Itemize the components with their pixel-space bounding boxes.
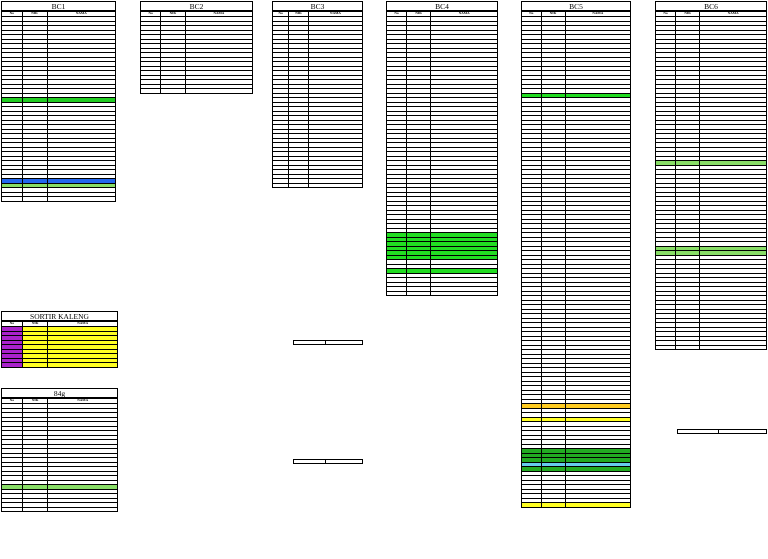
bc6-block: BC6 No NIK NAMA (655, 1, 767, 350)
header-no: No (1, 398, 23, 404)
cell-nik (540, 502, 566, 508)
cell-nama (564, 502, 632, 508)
cell-no (139, 88, 162, 94)
cell-nama (46, 196, 117, 202)
cell-nik (674, 344, 701, 350)
bc2-block: BC2 No NIK NAMA (139, 1, 254, 94)
84g-table: No NIK NAMA (1, 398, 118, 512)
table-row (1, 506, 118, 512)
bc4-block: BC4 No NIK NAMA (386, 1, 498, 296)
cell-nik (21, 362, 49, 368)
header-no: No (139, 11, 162, 17)
bc4-title: BC4 (386, 1, 498, 11)
header-nama: NAMA (430, 11, 498, 17)
cell-nik (160, 88, 186, 94)
empty-cell-bar (677, 429, 767, 434)
header-nik: NIK (674, 11, 701, 17)
cell-nama (699, 344, 767, 350)
bc2-title: BC2 (140, 1, 253, 11)
table-row (521, 502, 632, 508)
cell-nik (21, 196, 48, 202)
table-row (139, 88, 254, 94)
84g-title: 84g (1, 388, 118, 398)
empty-cell-bar (293, 340, 363, 345)
cell-no (521, 502, 542, 508)
header-nama: NAMA (46, 11, 117, 17)
table-row (386, 290, 498, 296)
bc1-block: BC1 No NIK NAMA (1, 1, 117, 202)
cell-nama (47, 506, 118, 512)
cell-no (1, 506, 23, 512)
table-row (1, 362, 118, 368)
header-nama: NAMA (47, 321, 118, 327)
header-nik: NIK (405, 11, 432, 17)
cell-no (271, 182, 290, 188)
header-nama: NAMA (307, 11, 364, 17)
table-row (271, 182, 364, 188)
header-nama: NAMA (699, 11, 767, 17)
table-row (655, 344, 767, 350)
cell-no (386, 290, 407, 296)
cell-nik (405, 290, 432, 296)
header-no: No (1, 321, 23, 327)
sortir-kaleng-title: SORTIR KALENG (1, 311, 118, 321)
bc5-block: BC5 No NIK NAMA (521, 1, 632, 508)
cell-nik (21, 506, 49, 512)
sortir-kaleng-table: No NIK NAMA (1, 321, 118, 368)
bc3-table: No NIK NAMA (271, 11, 364, 188)
cell-nama (430, 290, 498, 296)
bc5-table: No NIK NAMA (521, 11, 632, 508)
header-nama: NAMA (47, 398, 118, 404)
sortir-kaleng-block: SORTIR KALENG No NIK NAMA (1, 311, 118, 368)
cell-no (1, 362, 23, 368)
bc1-title: BC1 (1, 1, 116, 11)
bc2-table: No NIK NAMA (139, 11, 254, 94)
84g-block: 84g No NIK NAMA (1, 388, 118, 512)
bc6-table: No NIK NAMA (655, 11, 767, 350)
empty-cell-bar (293, 459, 363, 464)
header-nama: NAMA (564, 11, 632, 17)
header-nama: NAMA (184, 11, 254, 17)
table-row (521, 430, 632, 436)
bc4-table: No NIK NAMA (386, 11, 498, 296)
header-no: No (271, 11, 290, 17)
table-row (1, 196, 117, 202)
cell-nama (184, 88, 254, 94)
bc1-table: No NIK NAMA (1, 11, 117, 202)
bc5-title: BC5 (521, 1, 631, 11)
bc3-block: BC3 No NIK NAMA (271, 1, 364, 188)
cell-nama (47, 362, 118, 368)
bc6-title: BC6 (655, 1, 767, 11)
bc3-title: BC3 (272, 1, 363, 11)
cell-no (655, 344, 676, 350)
cell-nama (307, 182, 364, 188)
cell-no (1, 196, 23, 202)
cell-nik (288, 182, 309, 188)
